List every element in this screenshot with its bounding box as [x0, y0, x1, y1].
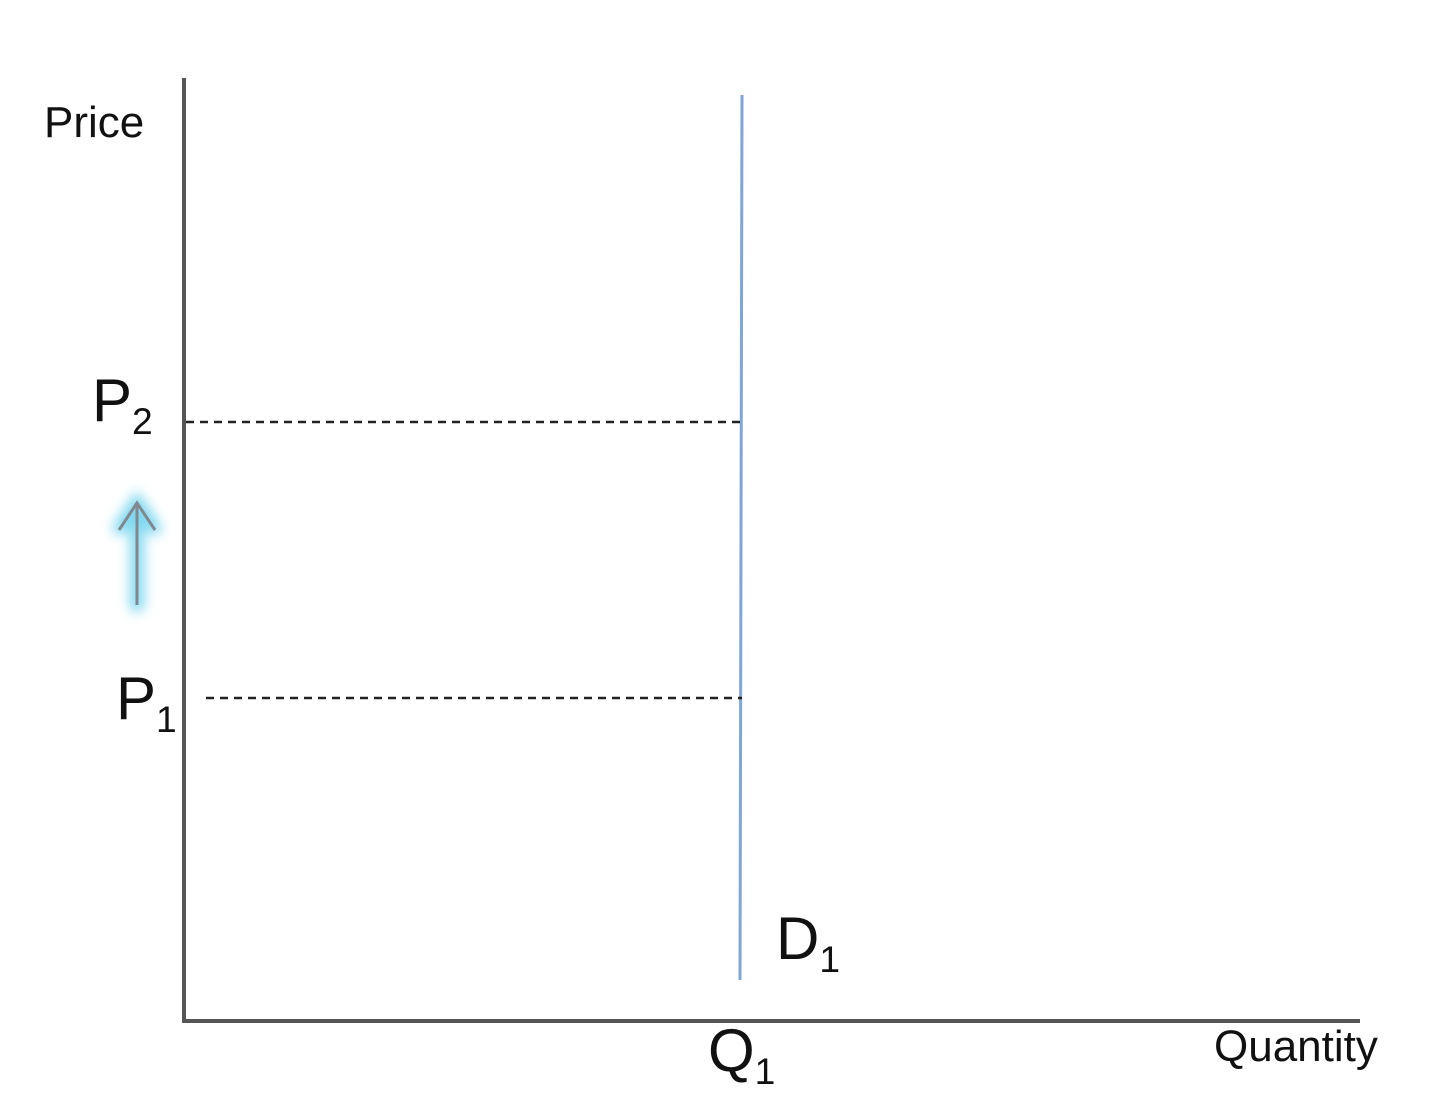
d1-subscript: 1 — [819, 938, 841, 981]
p2-label: P2 — [92, 366, 153, 443]
q1-subscript: 1 — [754, 1050, 776, 1093]
d1-label: D1 — [776, 904, 840, 981]
p2-subscript: 2 — [132, 400, 153, 443]
p1-subscript: 1 — [156, 698, 177, 741]
p1-symbol: P — [116, 665, 157, 732]
up-arrow-icon — [113, 490, 161, 612]
y-axis-label: Price — [44, 98, 145, 147]
p1-label: P1 — [116, 664, 177, 741]
q1-symbol: Q — [708, 1017, 755, 1084]
demand-curve-d1 — [738, 94, 744, 981]
x-axis-label: Quantity — [1214, 1022, 1378, 1071]
d1-symbol: D — [776, 905, 820, 972]
q1-label: Q1 — [708, 1016, 775, 1093]
p2-symbol: P — [92, 367, 133, 434]
